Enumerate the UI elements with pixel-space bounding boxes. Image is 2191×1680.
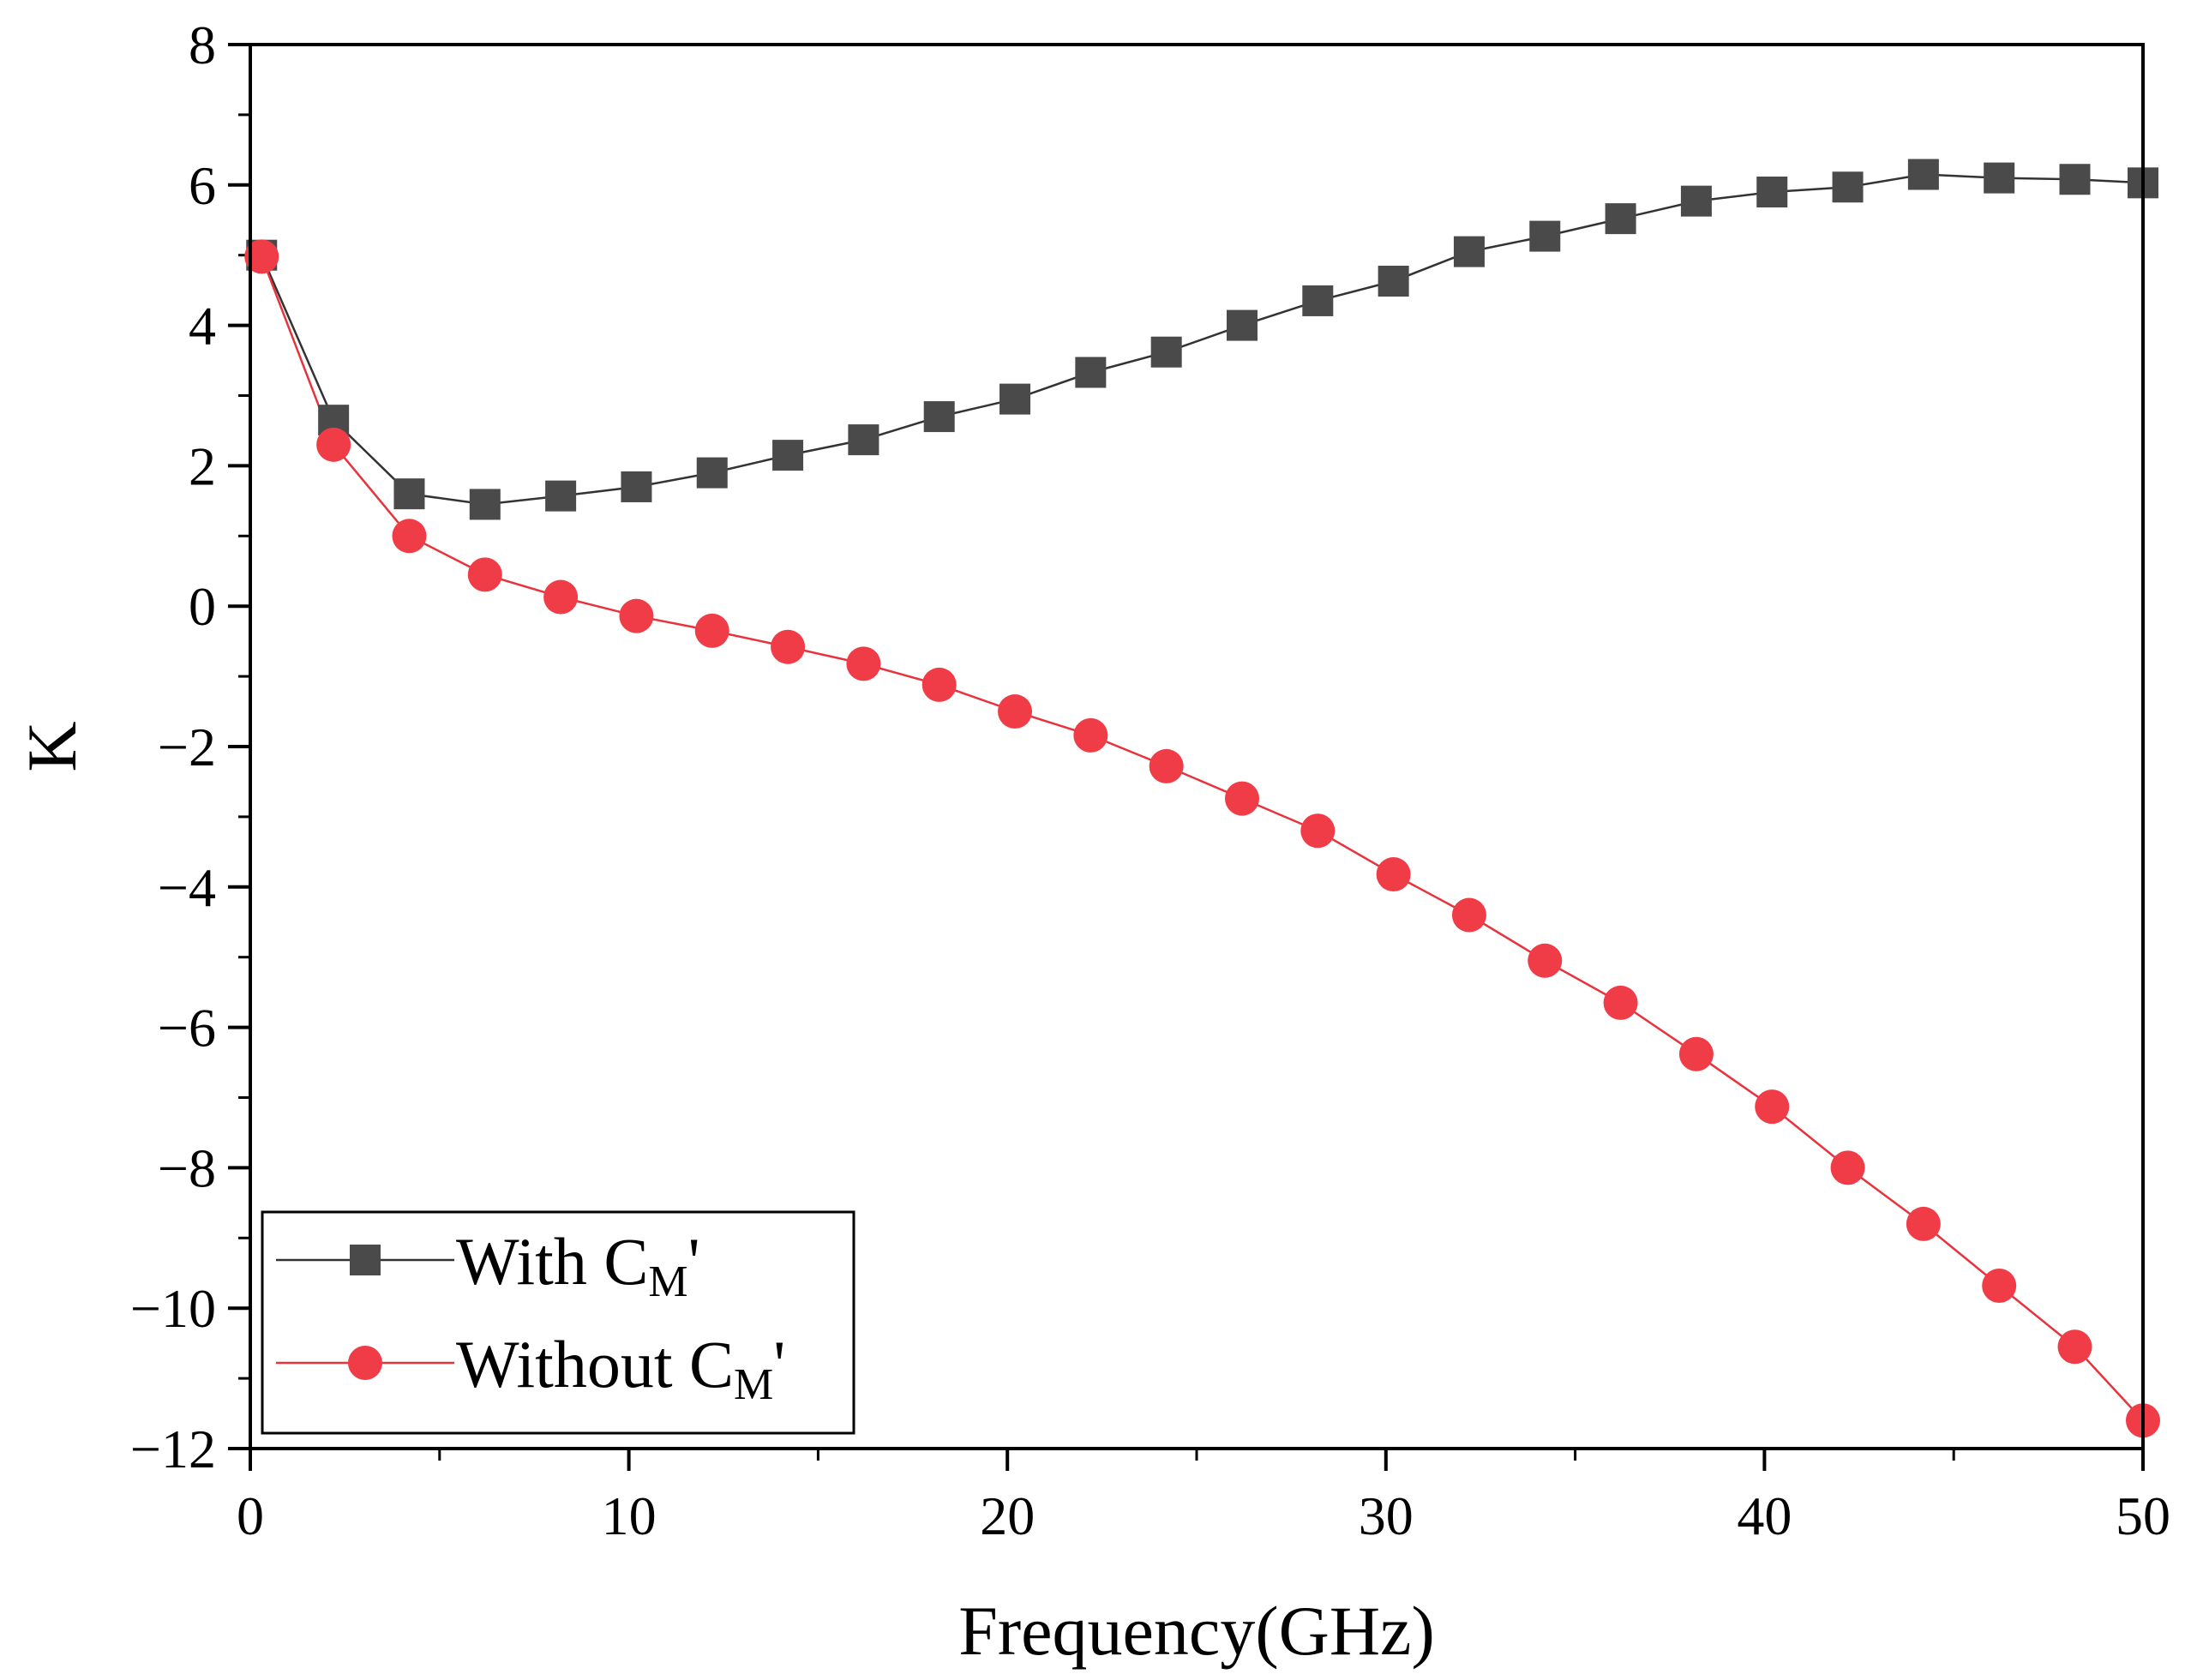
data-point-square [1680,185,1712,217]
data-point-circle [1451,897,1486,933]
legend-marker-square [350,1245,381,1275]
data-point-square [999,383,1031,415]
y-tick-label: −6 [158,998,216,1059]
y-tick-label: 0 [189,576,216,637]
y-tick-label: −12 [130,1419,216,1479]
data-point-circle [244,239,279,274]
y-axis-label: K [13,721,91,771]
data-point-circle [1906,1206,1941,1241]
data-point-circle [1528,943,1563,978]
y-tick-label: 6 [189,155,216,216]
data-point-circle [316,427,351,462]
data-point-square [2059,164,2091,195]
data-point-circle [543,579,579,615]
legend-sub-without: M [734,1360,773,1409]
data-point-circle [771,629,806,664]
x-tick-label: 50 [2116,1485,2170,1546]
legend: With CM' Without CM' [261,1210,855,1435]
data-point-square [469,489,501,520]
data-point-square [1302,285,1334,316]
x-tick-label: 0 [237,1485,264,1546]
data-point-circle [998,694,1033,729]
data-point-circle [1603,985,1638,1020]
data-point-square [621,471,652,502]
y-tick-label: 4 [189,296,216,357]
legend-label-with: With CM' [456,1224,700,1306]
legend-name-without: Without C [456,1327,734,1401]
data-point-square [696,457,728,489]
data-point-square [1756,176,1788,207]
data-point-square [1150,336,1182,368]
data-point-circle [619,598,654,633]
data-point-square [1378,266,1409,297]
data-point-circle [1224,781,1259,816]
legend-name-with: With C [456,1224,648,1299]
y-tick-label: −10 [130,1278,216,1339]
series-layer [244,159,2160,1438]
legend-marker-circle [348,1346,382,1380]
legend-suffix-with: ' [688,1224,700,1299]
y-tick-label: −4 [158,857,216,918]
data-point-circle [694,613,729,648]
data-point-circle [2057,1329,2092,1365]
data-point-circle [1755,1089,1790,1125]
data-point-square [1605,203,1636,235]
x-tick-label: 10 [602,1485,657,1546]
legend-suffix-without: ' [773,1327,785,1401]
data-point-square [923,401,955,433]
data-point-square [1907,159,1939,190]
data-point-square [545,480,577,512]
data-point-circle [921,667,957,702]
y-tick-label: −8 [158,1137,216,1198]
data-point-square [772,440,804,471]
data-point-square [1453,236,1485,267]
data-point-circle [1300,813,1336,849]
data-point-square [393,478,425,510]
tick-labels: 0 10 20 30 40 50 −12 −10 −8 −6 −4 −2 0 2 4 6 8 [130,15,2170,1546]
data-point-circle [1982,1268,2017,1303]
data-point-circle [1376,857,1411,892]
legend-entry-without: Without CM' [276,1327,785,1409]
data-point-circle [467,557,502,592]
data-point-circle [1073,717,1108,753]
data-point-square [1984,162,2015,194]
data-point-square [1832,171,1864,203]
data-point-circle [846,646,881,681]
legend-entry-with: With CM' [276,1224,700,1306]
x-tick-label: 40 [1737,1485,1792,1546]
y-tick-label: 8 [189,15,216,75]
x-axis-label: Frequency(GHz) [958,1592,1435,1670]
data-point-square [1226,309,1258,341]
y-tick-label: −2 [158,717,216,777]
x-tick-label: 20 [980,1485,1035,1546]
data-point-square [1529,220,1561,252]
data-point-circle [1678,1036,1714,1071]
axis-ticks [228,43,2145,1471]
x-tick-label: 30 [1359,1485,1414,1546]
data-point-square [1075,357,1107,388]
plot-frame [249,43,2145,1450]
data-point-circle [1149,748,1184,783]
data-point-circle [392,519,427,554]
legend-label-without: Without CM' [456,1327,785,1409]
data-point-circle [1830,1150,1865,1185]
y-tick-label: 2 [189,435,216,496]
data-point-square [848,424,879,456]
legend-sub-with: M [648,1257,687,1306]
